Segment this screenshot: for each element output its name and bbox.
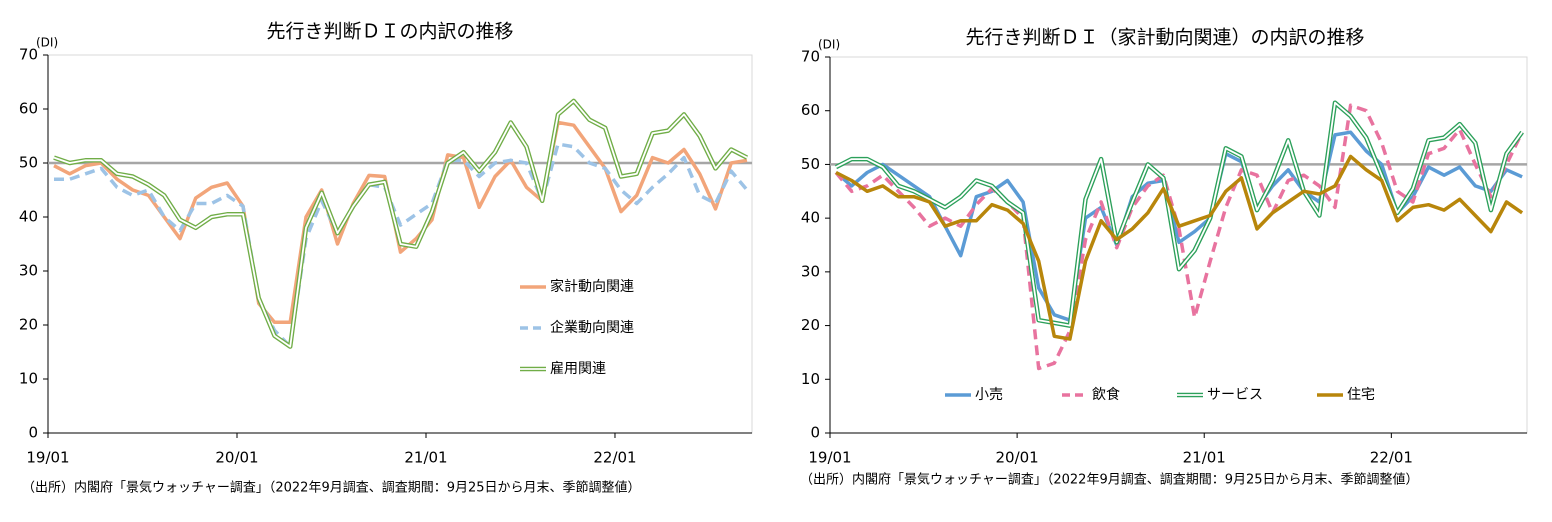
series-line	[54, 142, 749, 349]
y-tick-label: 30	[19, 262, 38, 280]
y-axis-label: (DI)	[818, 38, 840, 52]
footnote: （出所）内閣府「景気ウォッチャー調査」（2022年9月調査、調査期間：9月25日…	[22, 480, 641, 496]
x-tick-label: 20/01	[995, 449, 1038, 467]
y-tick-label: 20	[801, 316, 820, 334]
y-tick-label: 60	[19, 100, 38, 118]
series-line	[834, 130, 1523, 322]
legend-label: 小売	[975, 387, 1003, 403]
y-tick-label: 70	[801, 48, 820, 66]
series-line-inner	[53, 100, 748, 348]
y-tick-label: 0	[28, 424, 38, 442]
y-tick-label: 50	[801, 155, 820, 173]
y-tick-label: 10	[801, 370, 820, 388]
legend-label: 住宅	[1347, 387, 1375, 403]
series-line	[835, 154, 1524, 341]
y-axis-label: (DI)	[36, 36, 58, 50]
y-tick-label: 40	[19, 208, 38, 226]
x-tick-label: 20/01	[215, 449, 258, 467]
x-tick-label: 22/01	[1370, 449, 1413, 467]
x-tick-label: 19/01	[808, 449, 851, 467]
y-tick-label: 10	[19, 370, 38, 388]
x-tick-label: 19/01	[26, 449, 69, 467]
x-tick-label: 22/01	[593, 449, 636, 467]
x-tick-label: 21/01	[404, 449, 447, 467]
series-line	[834, 103, 1524, 371]
legend-label: サービス	[1207, 387, 1263, 403]
x-tick-label: 21/01	[1183, 449, 1226, 467]
y-tick-label: 50	[19, 154, 38, 172]
chart-title: 先行き判断ＤＩ（家計動向関連）の内訳の推移	[965, 27, 1364, 49]
y-tick-label: 60	[801, 101, 820, 119]
series-line-inner	[835, 101, 1523, 327]
y-tick-label: 0	[810, 424, 820, 442]
legend-label: 企業動向関連	[550, 319, 634, 336]
y-tick-label: 40	[801, 209, 820, 227]
y-tick-label: 30	[801, 262, 820, 280]
y-tick-label: 70	[19, 46, 38, 64]
chart-title: 先行き判断ＤＩの内訳の推移	[266, 21, 513, 43]
legend-label: 雇用関連	[550, 360, 606, 377]
footnote: （出所）内閣府「景気ウォッチャー調査」（2022年9月調査、調査期間：9月25日…	[800, 472, 1419, 488]
y-tick-label: 20	[19, 316, 38, 334]
series-line	[53, 120, 748, 325]
legend-label: 家計動向関連	[550, 278, 634, 295]
plot-area	[829, 56, 1528, 434]
legend-label: 飲食	[1092, 386, 1120, 403]
